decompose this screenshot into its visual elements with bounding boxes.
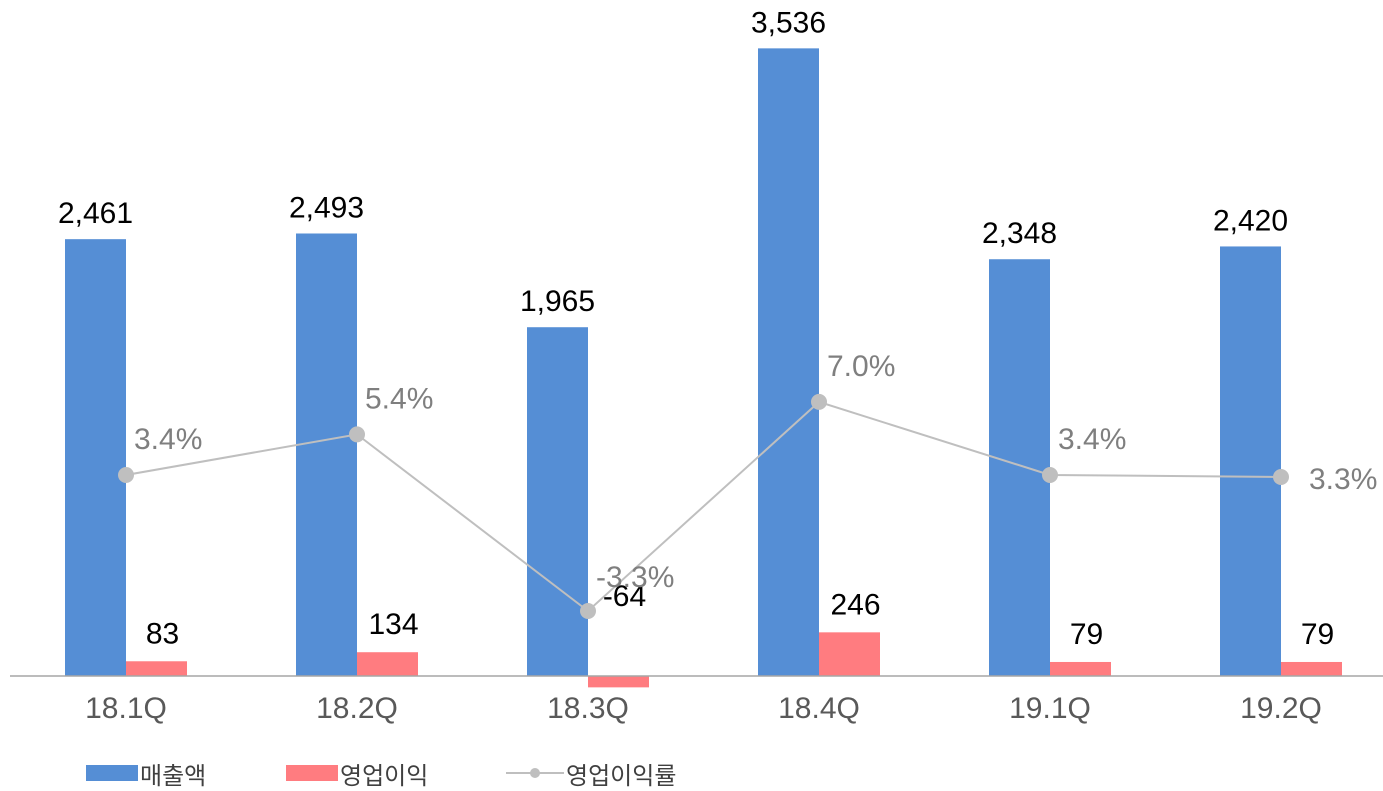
operating-profit-bars (126, 632, 1342, 688)
x-axis-tick-labels: 18.1Q 18.2Q 18.3Q 18.4Q 19.1Q 19.2Q (85, 692, 1322, 725)
label-revenue-18.4Q: 3,536 (751, 6, 826, 39)
legend-swatch-revenue (86, 765, 138, 781)
label-revenue-19.1Q: 2,348 (982, 217, 1057, 250)
legend-item-operating-margin: 영업이익률 (506, 758, 677, 790)
operating-margin-series-line (125, 400, 1282, 613)
bar-revenue-19.1Q (989, 259, 1050, 676)
point-operating-margin-18.3Q (580, 602, 596, 619)
bar-operating-profit-19.2Q (1281, 661, 1342, 676)
tick-label-18.2Q: 18.2Q (316, 692, 398, 725)
revenue-bars (65, 48, 1281, 677)
label-operating-margin-18.4Q: 7.0% (827, 350, 895, 383)
bar-operating-profit-18.4Q (819, 632, 880, 676)
point-operating-margin-18.1Q (118, 466, 134, 483)
label-operating-margin-18.3Q: -3.3% (596, 561, 674, 594)
tick-label-19.2Q: 19.2Q (1240, 692, 1322, 725)
legend-swatch-operating-profit (286, 765, 338, 781)
legend-item-operating-profit: 영업이익 (286, 758, 429, 790)
label-operating-margin-19.2Q: 3.3% (1309, 463, 1377, 496)
point-operating-margin-19.1Q (1042, 466, 1058, 483)
bar-operating-profit-18.3Q (588, 676, 649, 688)
label-operating-profit-18.2Q: 134 (368, 608, 418, 641)
point-operating-margin-18.2Q (349, 426, 365, 443)
bar-revenue-19.2Q (1220, 246, 1281, 676)
bar-revenue-18.4Q (758, 48, 819, 677)
label-revenue-18.2Q: 2,493 (289, 191, 364, 224)
label-operating-profit-18.1Q: 83 (146, 617, 179, 650)
label-operating-profit-18.4Q: 246 (830, 588, 880, 621)
chart-canvas: 2,461 83 2,493 134 1,965 -64 3,536 246 2,348 79 2,… (10, 6, 1383, 725)
legend-label-operating-margin: 영업이익률 (566, 761, 677, 790)
tick-label-18.4Q: 18.4Q (778, 692, 860, 725)
legend-label-revenue: 매출액 (140, 761, 207, 790)
bar-revenue-18.2Q (296, 233, 357, 676)
label-operating-margin-19.1Q: 3.4% (1058, 423, 1126, 456)
bar-revenue-18.1Q (65, 239, 126, 677)
bar-operating-profit-19.1Q (1050, 661, 1111, 676)
legend: 매출액 영업이익 영업이익률 (0, 758, 1383, 790)
label-operating-profit-18.3Q: -64 (603, 580, 646, 613)
label-revenue-19.2Q: 2,420 (1213, 204, 1288, 237)
tick-label-18.3Q: 18.3Q (547, 692, 629, 725)
label-operating-margin-18.1Q: 3.4% (134, 423, 202, 456)
label-revenue-18.3Q: 1,965 (520, 285, 595, 318)
data-labels: 2,461 83 2,493 134 1,965 -64 3,536 246 2,348 79 2,… (58, 6, 1377, 651)
tick-label-19.1Q: 19.1Q (1009, 692, 1091, 725)
label-revenue-18.1Q: 2,461 (58, 197, 133, 230)
label-operating-profit-19.2Q: 79 (1301, 618, 1334, 651)
point-operating-margin-18.4Q (811, 393, 827, 410)
tick-label-18.1Q: 18.1Q (85, 692, 167, 725)
legend-label-operating-profit: 영업이익 (340, 761, 429, 790)
bar-operating-profit-18.1Q (126, 661, 187, 676)
legend-line-marker-icon (506, 765, 564, 781)
label-operating-profit-19.1Q: 79 (1070, 618, 1103, 651)
bar-operating-profit-18.2Q (357, 652, 418, 676)
operating-margin-line (118, 393, 1289, 619)
label-operating-margin-18.2Q: 5.4% (365, 382, 433, 415)
bar-revenue-18.3Q (527, 327, 588, 676)
legend-item-revenue: 매출액 (86, 758, 207, 790)
point-operating-margin-19.2Q (1273, 469, 1289, 486)
